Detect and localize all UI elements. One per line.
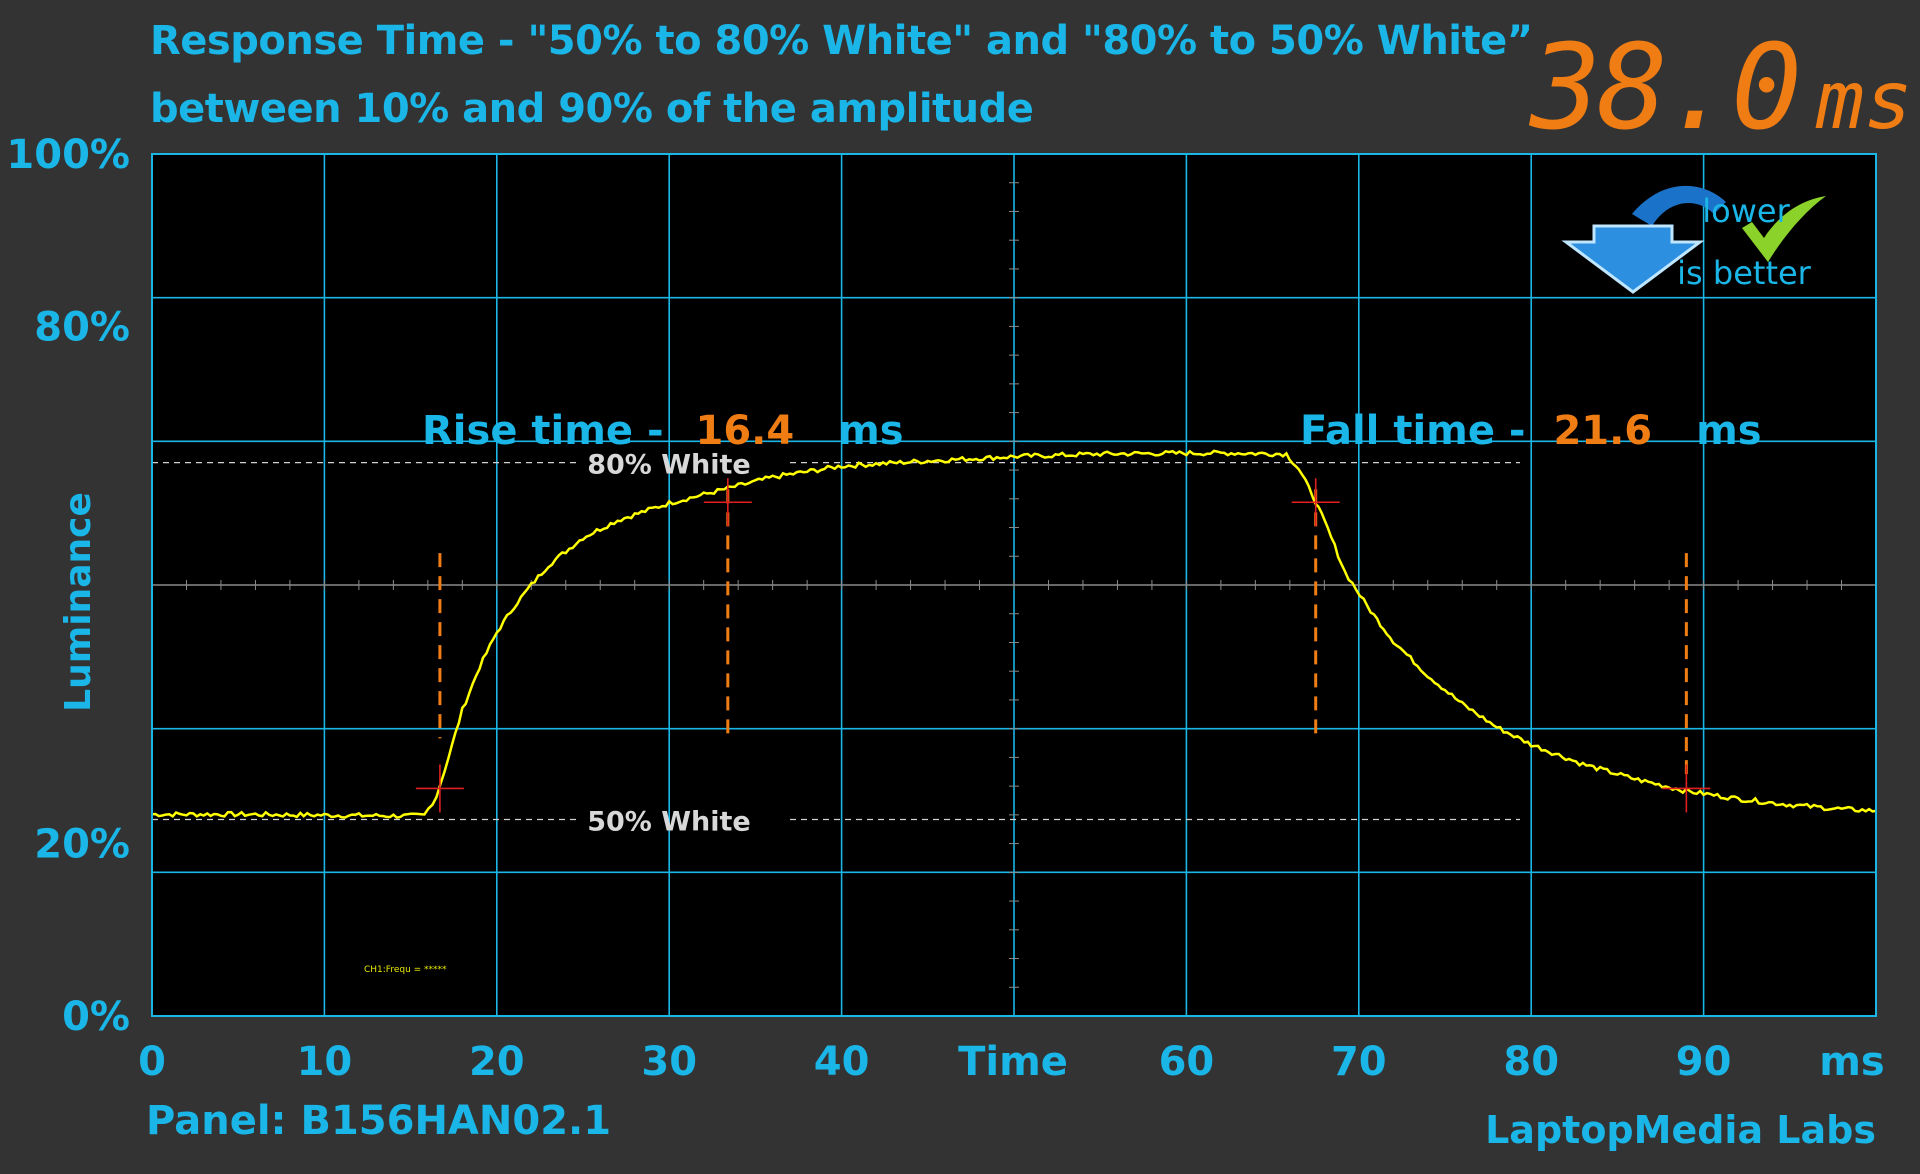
crossing-marker [415,764,464,813]
luminance-signal-line [151,449,1877,819]
fall-time-annotation: Fall time - 21.6 ms [1300,408,1762,454]
checkmark-icon [1742,196,1826,262]
x-axis-tick-labels: 0 10 20 30 40 60 70 80 90 [138,1039,1731,1085]
rise-time-label: Rise time - [422,408,664,454]
badge-line1: lower [1702,192,1790,230]
fall-time-label: Fall time - [1300,408,1526,454]
badge-line2: is better [1677,254,1812,292]
x-tick-label: 80 [1503,1039,1559,1085]
x-axis-label: Time [958,1039,1068,1085]
plot-frame [151,153,1877,1017]
lower-is-better-badge: lower is better [1561,185,1826,294]
y-axis-label: Luminance [58,492,99,712]
rise-time-unit: ms [838,408,904,454]
reference-line-label: 80% White [587,450,751,481]
x-tick-label: 30 [641,1039,697,1085]
x-tick-label: 90 [1676,1039,1732,1085]
readout-unit: ms [1816,54,1913,147]
x-tick-label: 40 [814,1039,870,1085]
fall-time-unit: ms [1696,408,1762,454]
crossing-marker [1662,764,1711,813]
reference-line-label: 50% White [587,806,751,837]
y-tick-label: 80% [34,304,130,350]
y-tick-label: 100% [6,132,130,178]
channel-frequency-text: CH1:Frequ = ***** [364,965,447,975]
x-axis-unit: ms [1819,1039,1885,1085]
response-time-readout: 38.0 ms [1530,18,1913,156]
brand-label: LaptopMedia Labs [1485,1108,1876,1152]
chart-subtitle: between 10% and 90% of the amplitude [150,86,1034,132]
fall-time-value: 21.6 [1553,408,1652,454]
curved-down-arrow-icon [1561,185,1726,294]
cursor-lines [438,489,1688,784]
crossing-marker [1291,478,1340,527]
rise-time-value: 16.4 [695,408,794,454]
x-tick-label: 10 [297,1039,353,1085]
x-tick-label: 0 [138,1039,166,1085]
y-tick-label: 0% [62,994,130,1040]
x-tick-label: 60 [1159,1039,1215,1085]
readout-value: 38.0 [1530,18,1802,156]
chart-title: Response Time - "50% to 80% White" and "… [150,18,1533,64]
y-axis-tick-labels: 100% 80% 20% 0% [6,132,130,1040]
rise-time-annotation: Rise time - 16.4 ms [422,408,904,454]
crossing-marker [703,478,752,527]
y-tick-label: 20% [34,822,130,868]
x-tick-label: 20 [469,1039,525,1085]
crossing-markers [415,478,1711,813]
panel-model-label: Panel: B156HAN02.1 [146,1098,612,1144]
x-tick-label: 70 [1331,1039,1387,1085]
